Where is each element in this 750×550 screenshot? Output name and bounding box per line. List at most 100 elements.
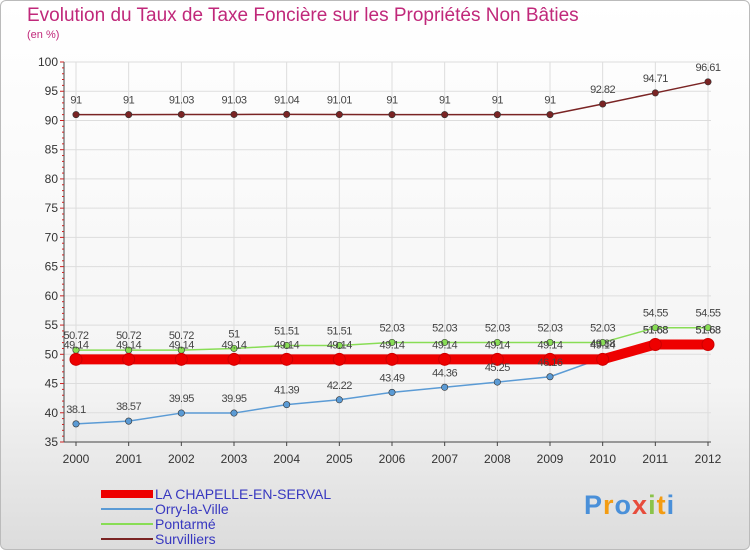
data-point-orry-la-ville: [441, 383, 449, 391]
data-label-survilliers: 91: [70, 95, 82, 107]
data-label-pontarm-: 54.55: [643, 308, 668, 320]
data-point-survilliers: [230, 110, 238, 118]
data-label-la-chapelle-en-serval: 49.14: [379, 339, 404, 351]
data-point-la-chapelle-en-serval: [227, 352, 241, 366]
data-point-la-chapelle-en-serval: [701, 337, 715, 351]
data-point-survilliers: [599, 100, 607, 108]
data-label-la-chapelle-en-serval: 49.14: [327, 339, 352, 351]
data-label-orry-la-ville: 38.57: [116, 401, 141, 413]
data-label-pontarm-: 50.72: [63, 330, 88, 342]
data-point-la-chapelle-en-serval: [648, 337, 662, 351]
data-point-la-chapelle-en-serval: [543, 352, 557, 366]
y-tick-label: 40: [45, 406, 59, 420]
x-tick-label: 2011: [642, 452, 668, 466]
legend-item-survilliers: Survilliers: [101, 531, 216, 547]
data-point-pontarm-: [599, 338, 607, 346]
data-point-orry-la-ville: [388, 388, 396, 396]
data-point-orry-la-ville: [72, 420, 80, 428]
data-point-la-chapelle-en-serval: [174, 352, 188, 366]
data-label-survilliers: 91.04: [274, 94, 299, 106]
data-point-pontarm-: [335, 341, 343, 349]
data-label-orry-la-ville: 41.39: [274, 385, 299, 397]
data-point-survilliers: [546, 111, 554, 119]
data-point-la-chapelle-en-serval: [280, 352, 294, 366]
data-label-pontarm-: 52.03: [590, 322, 615, 334]
y-tick-label: 95: [45, 84, 59, 98]
y-tick-label: 35: [45, 435, 59, 449]
x-tick-label: 2010: [589, 452, 616, 466]
legend-swatch: [101, 538, 153, 540]
data-label-la-chapelle-en-serval: 49.14: [169, 339, 194, 351]
data-label-orry-la-ville: 49.38: [590, 338, 615, 350]
chart-title: Evolution du Taux de Taxe Foncière sur l…: [27, 5, 579, 26]
data-point-survilliers: [388, 111, 396, 119]
data-label-pontarm-: 52.03: [379, 322, 404, 334]
data-point-la-chapelle-en-serval: [385, 352, 399, 366]
data-label-la-chapelle-en-serval: 51.68: [643, 324, 668, 336]
x-tick-label: 2009: [537, 452, 564, 466]
data-label-survilliers: 92.82: [590, 84, 615, 96]
logo-letter: i: [648, 490, 657, 520]
data-label-pontarm-: 52.03: [432, 322, 457, 334]
data-point-la-chapelle-en-serval: [438, 352, 452, 366]
data-label-survilliers: 91: [439, 95, 451, 107]
legend-swatch: [101, 508, 153, 510]
legend-label: LA CHAPELLE-EN-SERVAL: [155, 486, 332, 502]
data-label-pontarm-: 51: [228, 328, 240, 340]
data-label-survilliers: 94.71: [643, 73, 668, 85]
data-point-pontarm-: [283, 341, 291, 349]
x-tick-label: 2012: [695, 452, 722, 466]
x-tick-label: 2002: [168, 452, 195, 466]
data-label-pontarm-: 52.03: [485, 322, 510, 334]
data-point-orry-la-ville: [546, 373, 554, 381]
data-point-la-chapelle-en-serval: [332, 352, 346, 366]
data-label-survilliers: 91.03: [221, 94, 246, 106]
data-point-survilliers: [283, 110, 291, 118]
x-tick-label: 2005: [326, 452, 353, 466]
data-point-survilliers: [704, 78, 712, 86]
x-tick-label: 2008: [484, 452, 511, 466]
y-tick-label: 100: [38, 55, 58, 69]
data-label-la-chapelle-en-serval: 49.14: [432, 339, 457, 351]
x-tick-label: 2001: [115, 452, 142, 466]
y-tick-label: 80: [45, 172, 59, 186]
data-point-orry-la-ville: [283, 401, 291, 409]
x-tick-label: 2004: [273, 452, 300, 466]
data-point-pontarm-: [704, 324, 712, 332]
legend-label: Pontarmé: [155, 516, 216, 532]
data-label-survilliers: 91: [123, 95, 135, 107]
legend-item-orry: Orry-la-Ville: [101, 501, 229, 517]
data-label-survilliers: 91.01: [327, 95, 352, 107]
proxiti-logo: Proxiti: [584, 490, 675, 521]
y-tick-label: 45: [45, 377, 59, 391]
logo-letter: o: [614, 490, 633, 520]
data-point-survilliers: [72, 111, 80, 119]
data-point-orry-la-ville: [493, 378, 501, 386]
legend-label: Survilliers: [155, 531, 216, 547]
logo-letter: i: [666, 490, 676, 520]
data-label-la-chapelle-en-serval: 49.14: [116, 339, 141, 351]
data-point-survilliers: [335, 111, 343, 119]
data-point-pontarm-: [493, 338, 501, 346]
data-label-orry-la-ville: 45.25: [485, 362, 510, 374]
data-point-pontarm-: [230, 344, 238, 352]
data-point-orry-la-ville: [335, 396, 343, 404]
data-label-la-chapelle-en-serval: 49.14: [221, 339, 246, 351]
data-label-la-chapelle-en-serval: 51.68: [695, 324, 720, 336]
legend-item-la-chapelle: LA CHAPELLE-EN-SERVAL: [101, 486, 331, 502]
data-label-la-chapelle-en-serval: 49.14: [63, 339, 88, 351]
data-point-orry-la-ville: [125, 417, 133, 425]
y-tick-label: 85: [45, 143, 59, 157]
data-point-la-chapelle-en-serval: [596, 352, 610, 366]
data-label-orry-la-ville: 51.68: [643, 324, 668, 336]
data-label-orry-la-ville: 44.36: [432, 367, 457, 379]
legend-item-pontarme: Pontarmé: [101, 516, 216, 532]
data-label-orry-la-ville: 39.95: [169, 393, 194, 405]
data-point-survilliers: [651, 89, 659, 97]
data-label-la-chapelle-en-serval: 49.14: [537, 339, 562, 351]
data-label-orry-la-ville: 43.49: [379, 372, 404, 384]
data-label-orry-la-ville: 42.22: [327, 380, 352, 392]
data-label-pontarm-: 54.55: [695, 308, 720, 320]
y-tick-label: 65: [45, 260, 59, 274]
